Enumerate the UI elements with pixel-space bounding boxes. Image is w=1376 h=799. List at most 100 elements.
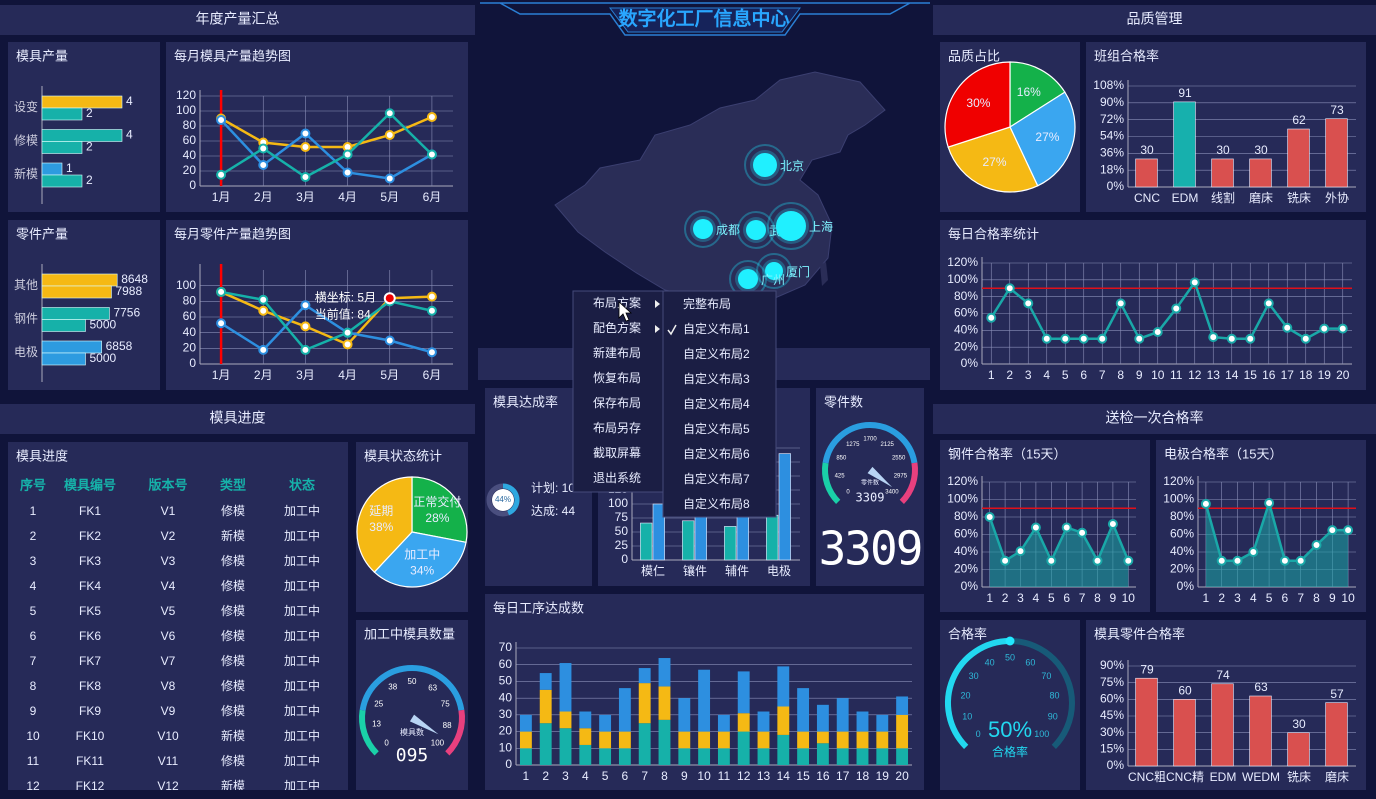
menu-item[interactable]: 新建布局 xyxy=(593,345,641,360)
x-tick-label: 2 xyxy=(1006,368,1013,382)
submenu-item-label[interactable]: 自定义布局2 xyxy=(683,346,750,361)
bar-segment xyxy=(797,748,810,765)
submenu-item-label[interactable]: 自定义布局7 xyxy=(683,471,750,486)
bar-segment xyxy=(777,706,790,735)
gauge-tick-label: 50 xyxy=(408,677,417,686)
y-tick-label: 120% xyxy=(947,474,978,488)
point xyxy=(258,160,269,170)
gauge-tick-label: 425 xyxy=(835,474,846,480)
donut-fill xyxy=(492,489,514,511)
gauge-dot xyxy=(1005,636,1015,646)
menu-item-label[interactable]: 新建布局 xyxy=(593,345,641,360)
x-tick-label: 镶件 xyxy=(683,563,707,578)
bar-segment xyxy=(678,731,691,749)
x-tick-label: 4 xyxy=(1250,591,1257,605)
y-tick-label: 15% xyxy=(1100,742,1124,756)
submenu-item-label[interactable]: 自定义布局5 xyxy=(683,421,750,436)
x-tick-label: 5 xyxy=(602,769,609,783)
menu-item-label[interactable]: 保存布局 xyxy=(593,396,641,410)
title-frame: 数字化工厂信息中心 xyxy=(480,2,930,36)
submenu-item-label[interactable]: 自定义布局8 xyxy=(683,496,750,511)
bar xyxy=(41,273,118,287)
table-cell: FK2 xyxy=(79,529,101,543)
submenu-item-label[interactable]: 自定义布局6 xyxy=(683,446,750,461)
value-label: 91 xyxy=(1178,86,1192,100)
table-cell: 新模 xyxy=(221,778,245,793)
slice-label: 27% xyxy=(982,155,1006,169)
menu-item-label[interactable]: 截取屏幕 xyxy=(593,446,641,460)
y-tick-label: 0% xyxy=(1107,758,1125,772)
point xyxy=(1327,525,1338,536)
value-label: 2 xyxy=(86,106,93,120)
menu-item[interactable]: 布局方案 xyxy=(593,295,660,310)
table-cell: 3 xyxy=(30,554,37,568)
bar-segment xyxy=(856,731,869,749)
table-cell: FK7 xyxy=(79,654,101,668)
submenu-item[interactable]: 完整布局 xyxy=(683,296,731,311)
legend-text: 达成: 44 xyxy=(531,504,575,518)
gauge-tick-label: 0 xyxy=(384,739,389,748)
value-label: 62 xyxy=(1292,113,1306,127)
category-label: 钢件 xyxy=(14,312,38,326)
submenu-item[interactable]: 自定义布局7 xyxy=(683,471,750,486)
gauge-caption: 零件数 xyxy=(861,479,879,487)
x-tick-label: 铣床 xyxy=(1287,770,1311,784)
submenu-item-label[interactable]: 完整布局 xyxy=(683,296,731,311)
table-cell: 12 xyxy=(26,779,40,793)
menu-item-label[interactable]: 恢复布局 xyxy=(593,371,641,385)
x-tick-label: 9 xyxy=(681,769,688,783)
menu-item[interactable]: 配色方案 xyxy=(593,320,660,335)
menu-item[interactable]: 退出系统 xyxy=(593,471,641,485)
table-cell: 新模 xyxy=(221,728,245,743)
submenu-item[interactable]: 自定义布局1 xyxy=(667,321,750,336)
menu-item-label[interactable]: 退出系统 xyxy=(593,471,641,485)
point xyxy=(986,312,997,323)
bar-segment xyxy=(737,713,750,732)
y-tick-label: 18% xyxy=(1100,162,1124,176)
x-tick-label: 2月 xyxy=(254,368,273,382)
y-tick-label: 100 xyxy=(608,496,628,510)
submenu-item-label[interactable]: 自定义布局4 xyxy=(683,396,750,411)
x-tick-label: 7 xyxy=(641,769,648,783)
submenu-item[interactable]: 自定义布局6 xyxy=(683,446,750,461)
menu-item-label[interactable]: 布局另存 xyxy=(593,421,641,435)
panel xyxy=(166,42,468,212)
point xyxy=(1319,323,1330,334)
menu-item[interactable]: 截取屏幕 xyxy=(593,446,641,460)
submenu-item[interactable]: 自定义布局4 xyxy=(683,396,750,411)
submenu-item[interactable]: 自定义布局2 xyxy=(683,346,750,361)
submenu-item[interactable]: 自定义布局5 xyxy=(683,421,750,436)
city-label: 厦门 xyxy=(786,264,810,279)
menu-item-label[interactable]: 布局方案 xyxy=(593,295,641,310)
city-label: 成都 xyxy=(716,223,740,237)
y-tick-label: 60% xyxy=(954,527,978,541)
y-tick-label: 0 xyxy=(505,757,512,771)
y-tick-label: 80% xyxy=(954,289,978,303)
x-tick-label: 19 xyxy=(876,769,890,783)
y-tick-label: 120 xyxy=(176,88,196,102)
bar-segment xyxy=(599,714,612,732)
x-tick-label: 10 xyxy=(1122,591,1136,605)
bar-segment xyxy=(638,668,651,684)
submenu-item[interactable]: 自定义布局8 xyxy=(683,496,750,511)
menu-item[interactable]: 恢复布局 xyxy=(593,371,641,385)
value-label: 5000 xyxy=(89,318,116,332)
bar-segment xyxy=(579,744,592,765)
submenu-item-label[interactable]: 自定义布局3 xyxy=(683,371,750,386)
point xyxy=(1041,333,1052,344)
y-tick-label: 0 xyxy=(189,178,196,192)
gauge-arc xyxy=(822,422,918,464)
menu-item[interactable]: 保存布局 xyxy=(593,396,641,410)
menu-item[interactable]: 布局另存 xyxy=(593,421,641,435)
point xyxy=(1248,547,1259,557)
x-tick-label: 2月 xyxy=(254,190,273,204)
category-label: 新模 xyxy=(14,166,38,181)
bar-segment xyxy=(559,663,572,712)
panel xyxy=(940,620,1080,790)
submenu-item[interactable]: 自定义布局3 xyxy=(683,371,750,386)
value-label: 30 xyxy=(1254,143,1268,157)
menu-item-label[interactable]: 配色方案 xyxy=(593,320,641,335)
submenu-item-label[interactable]: 自定义布局1 xyxy=(683,321,750,336)
x-tick-label: 12 xyxy=(737,769,751,783)
